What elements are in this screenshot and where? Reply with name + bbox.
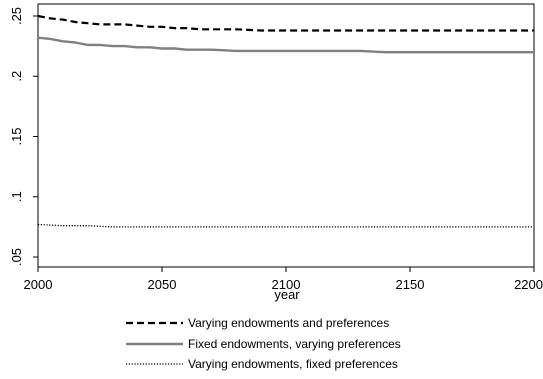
y-tick-label: .15	[9, 127, 24, 145]
series-line-1	[37, 14, 534, 32]
series-line-2	[37, 36, 534, 54]
legend-label: Varying endowments, fixed preferences	[188, 357, 398, 371]
plot-frame	[37, 3, 535, 268]
y-tick-label: .1	[9, 191, 24, 202]
y-axis: .05 .1 .15 .2 .25	[9, 7, 38, 266]
x-tick-label: 2100	[272, 277, 301, 292]
legend-label: Varying endowments and preferences	[188, 316, 389, 330]
series-lines	[37, 14, 534, 228]
legend: Varying endowments and preferences Fixed …	[126, 316, 401, 371]
x-tick-label: 2200	[514, 277, 543, 292]
x-tick-label: 2000	[24, 277, 53, 292]
y-tick-label: .2	[9, 71, 24, 82]
y-tick-label: .05	[9, 248, 24, 266]
x-tick-label: 2050	[148, 277, 177, 292]
x-axis: 2000 2050 2100 2150 2200	[24, 267, 543, 292]
series-line-3	[37, 223, 534, 228]
x-tick-label: 2150	[396, 277, 425, 292]
y-tick-label: .25	[9, 7, 24, 25]
x-axis-title: year	[274, 287, 300, 302]
legend-label: Fixed endowments, varying preferences	[188, 337, 401, 351]
